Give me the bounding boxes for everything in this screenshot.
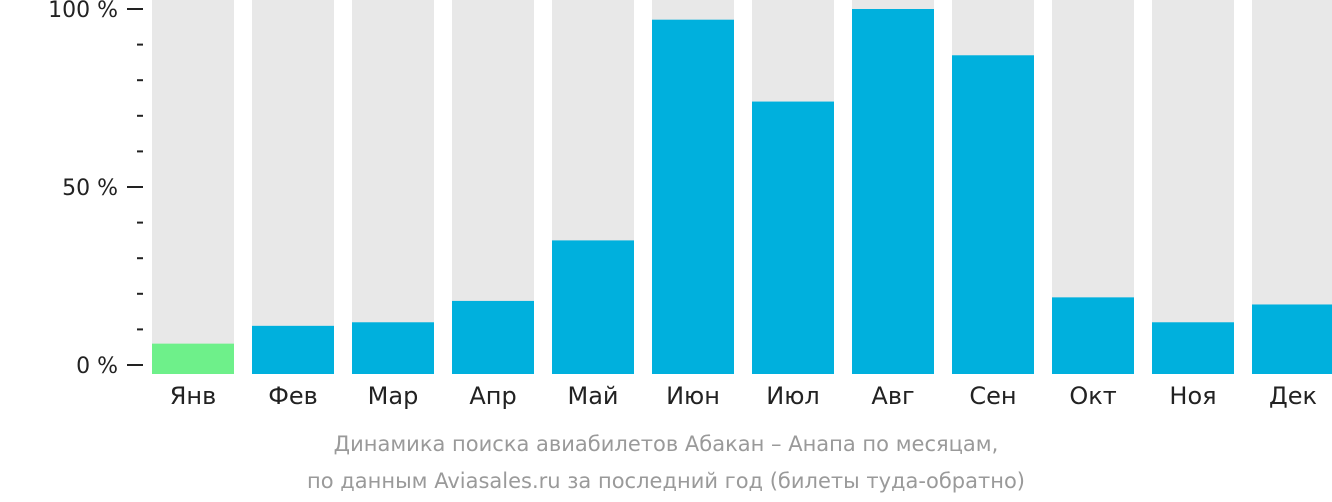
bar-background bbox=[1152, 0, 1234, 374]
x-tick-label: Янв bbox=[170, 382, 217, 410]
bar bbox=[652, 19, 734, 375]
bar-background bbox=[152, 0, 234, 374]
x-tick-label: Окт bbox=[1069, 382, 1116, 410]
bar bbox=[752, 101, 834, 374]
bar-chart: 0 % 50 % 100 % Янв Фев Мар Апр Май Июн Июл Авг Сен О… bbox=[48, 0, 1332, 410]
x-tick-label: Мар bbox=[368, 382, 419, 410]
bar bbox=[1052, 297, 1134, 374]
bar bbox=[252, 325, 334, 374]
bar bbox=[152, 343, 234, 374]
bar bbox=[552, 240, 634, 374]
x-tick-label: Май bbox=[567, 382, 618, 410]
bar-background bbox=[352, 0, 434, 374]
x-tick-label: Ноя bbox=[1169, 382, 1216, 410]
bar bbox=[1152, 322, 1234, 374]
chart-caption-line-2: по данным Aviasales.ru за последний год … bbox=[307, 469, 1025, 493]
x-tick-label: Авг bbox=[871, 382, 914, 410]
bar bbox=[452, 300, 534, 374]
bar bbox=[352, 322, 434, 374]
chart-caption-line-1: Динамика поиска авиабилетов Абакан – Ана… bbox=[333, 432, 999, 456]
y-tick-label: 0 % bbox=[76, 354, 118, 379]
x-tick-label: Сен bbox=[969, 382, 1016, 410]
x-tick-label: Июл bbox=[766, 382, 820, 410]
x-tick-label: Фев bbox=[268, 382, 318, 410]
bar bbox=[1252, 304, 1332, 374]
y-tick-label: 50 % bbox=[62, 176, 118, 201]
x-tick-label: Июн bbox=[666, 382, 720, 410]
bar bbox=[852, 9, 934, 374]
bar bbox=[952, 55, 1034, 374]
x-tick-label: Дек bbox=[1269, 382, 1317, 410]
x-tick-label: Апр bbox=[469, 382, 516, 410]
y-tick-label: 100 % bbox=[48, 0, 118, 23]
bar-background bbox=[252, 0, 334, 374]
